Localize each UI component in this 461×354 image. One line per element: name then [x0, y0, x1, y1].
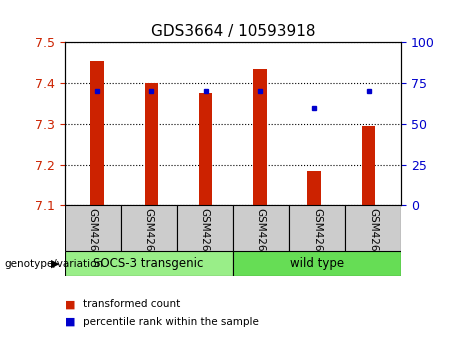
Text: transformed count: transformed count [83, 299, 180, 309]
Bar [345, 205, 401, 251]
Bar [65, 205, 121, 251]
Text: genotype/variation: genotype/variation [5, 259, 104, 269]
Text: wild type: wild type [290, 257, 344, 270]
Bar [90, 61, 104, 205]
Bar [233, 205, 289, 251]
Text: GSM426842: GSM426842 [200, 207, 210, 271]
Text: GSM426840: GSM426840 [88, 207, 98, 271]
Text: ■: ■ [65, 317, 75, 327]
Bar [65, 251, 233, 276]
Bar [362, 126, 375, 205]
Title: GDS3664 / 10593918: GDS3664 / 10593918 [151, 23, 315, 39]
Bar [233, 251, 401, 276]
Bar [199, 93, 213, 205]
Bar [253, 69, 267, 205]
Text: GSM426845: GSM426845 [368, 207, 378, 271]
Text: GSM426841: GSM426841 [144, 207, 154, 271]
Text: ■: ■ [65, 299, 75, 309]
Text: GSM426843: GSM426843 [256, 207, 266, 271]
Bar [307, 171, 321, 205]
Text: ▶: ▶ [51, 259, 59, 269]
Bar [289, 205, 345, 251]
Bar [121, 205, 177, 251]
Text: SOCS-3 transgenic: SOCS-3 transgenic [94, 257, 204, 270]
Text: percentile rank within the sample: percentile rank within the sample [83, 317, 259, 327]
Bar [145, 83, 158, 205]
Bar [177, 205, 233, 251]
Text: GSM426844: GSM426844 [312, 207, 322, 271]
